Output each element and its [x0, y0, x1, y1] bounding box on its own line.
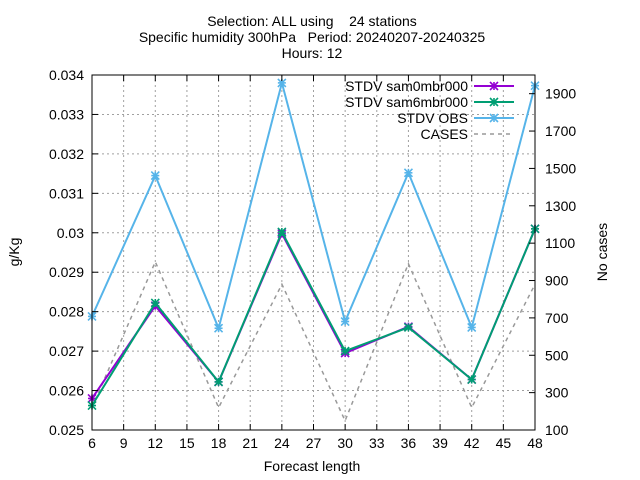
series-line-0 — [91, 228, 536, 399]
cases-series — [91, 259, 536, 423]
series-1-point — [214, 377, 224, 387]
chart-title: Selection: ALL using 24 stations Specifi… — [139, 13, 486, 61]
y-tick-label: 0.026 — [49, 383, 84, 399]
title-line-1: Selection: ALL using 24 stations — [207, 13, 417, 29]
series-2-point — [150, 171, 160, 181]
y2-tick-label: 1900 — [545, 86, 576, 102]
x-tick-label: 45 — [496, 435, 512, 451]
x-tick-label: 33 — [369, 435, 385, 451]
y2-tick-label: 300 — [545, 385, 569, 401]
y2-axis-label: No cases — [594, 223, 610, 281]
x-tick-label: 27 — [306, 435, 322, 451]
y-axis-label: g/Kg — [6, 238, 22, 267]
series-2-point — [277, 78, 287, 88]
y-tick-label: 0.03 — [57, 225, 84, 241]
y-tick-label: 0.027 — [49, 343, 84, 359]
y2-tick-label: 900 — [545, 273, 569, 289]
y2-tick-label: 1100 — [545, 235, 575, 251]
title-line-2: Specific humidity 300hPa Period: 2024020… — [139, 29, 486, 45]
y-tick-labels: 0.025 0.026 0.027 0.028 0.029 0.03 0.031 0.032 0… — [49, 67, 84, 438]
series-1-point — [150, 298, 160, 308]
x-tick-label: 39 — [432, 435, 448, 451]
legend-marker — [489, 113, 499, 123]
x-tick-label: 30 — [337, 435, 353, 451]
y2-tick-label: 700 — [545, 310, 569, 326]
series-2-point — [467, 322, 477, 333]
y-tick-label: 0.032 — [49, 146, 84, 162]
x-tick-labels: 6 9 12 15 18 21 24 27 30 33 36 39 42 45 48 — [88, 435, 543, 451]
y2-tick-label: 1700 — [545, 123, 576, 139]
legend-label: STDV sam0mbr000 — [345, 78, 468, 94]
x-tick-label: 9 — [120, 435, 128, 451]
series-2-point — [214, 323, 224, 333]
legend-marker — [489, 97, 499, 107]
series-line-1 — [91, 228, 536, 407]
legend-label: CASES — [421, 126, 468, 142]
x-tick-label: 48 — [527, 435, 543, 451]
series-line-3 — [91, 259, 536, 423]
series-2-point — [340, 316, 350, 327]
x-tick-label: 36 — [401, 435, 417, 451]
y2-tick-label: 1300 — [545, 198, 576, 214]
x-tick-label: 15 — [179, 435, 195, 451]
y2-tick-label: 500 — [545, 347, 569, 363]
y-tick-label: 0.028 — [49, 304, 84, 320]
x-tick-label: 24 — [274, 435, 290, 451]
series-1-point — [467, 374, 477, 385]
series-1-point — [277, 227, 287, 237]
y-tick-label: 0.033 — [49, 106, 84, 122]
series-1-point — [340, 346, 350, 356]
y2-tick-label: 1500 — [545, 160, 576, 176]
title-line-3: Hours: 12 — [282, 45, 343, 61]
y-tick-label: 0.031 — [49, 185, 84, 201]
x-tick-label: 42 — [464, 435, 480, 451]
legend-label: STDV sam6mbr000 — [345, 94, 468, 110]
x-tick-label: 21 — [242, 435, 258, 451]
x-tick-label: 18 — [211, 435, 227, 451]
series-line-2 — [91, 78, 536, 332]
y2-tick-labels: 100 300 500 700 900 1100 1300 1500 1700 1900 — [545, 86, 576, 438]
y2-tick-label: 100 — [545, 422, 569, 438]
legend-marker — [489, 81, 499, 91]
legend-label: STDV OBS — [397, 110, 468, 126]
series-2-point — [403, 168, 413, 178]
series-1-point — [403, 322, 413, 333]
axis-ticks — [91, 74, 536, 431]
x-axis-label: Forecast length — [264, 458, 361, 474]
x-tick-label: 12 — [147, 435, 163, 451]
y-tick-label: 0.029 — [49, 264, 84, 280]
y-tick-label: 0.025 — [49, 422, 84, 438]
x-tick-label: 6 — [88, 435, 96, 451]
y-tick-label: 0.034 — [49, 67, 84, 83]
data-series — [87, 78, 540, 411]
